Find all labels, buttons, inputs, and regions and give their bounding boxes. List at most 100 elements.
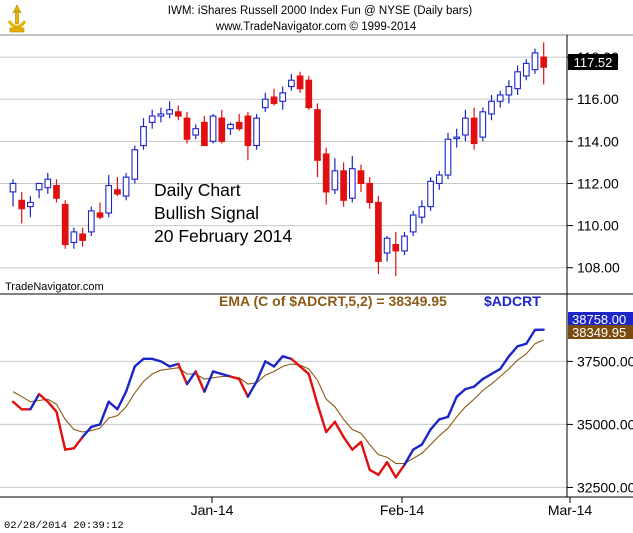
adcrt-segment-above [507,345,519,358]
candle-body-up [227,123,234,130]
time-tick-label: Mar-14 [548,502,593,518]
candle-body-up [453,136,461,140]
candle-body-down [235,121,243,130]
candle [479,107,487,142]
adcrt-segment-above [98,400,110,426]
candle-body-down [183,117,191,140]
chart-title: IWM: iShares Russell 2000 Index Fun @ NY… [168,5,473,17]
candle-body-down [270,96,278,104]
adcrt-segment-above [516,342,528,348]
candle-body-up [140,126,147,147]
copyright-text: www.TradeNavigator.com © 1999-2014 [215,21,417,33]
candle [87,206,95,237]
candle [435,170,443,190]
adcrt-segment-above [429,418,441,431]
indicator-gridlines [0,360,567,488]
adcrt-segment-below [385,461,397,479]
candle [192,124,200,140]
candle [244,111,252,161]
candle [296,71,304,93]
price-tick-label: 114.00 [577,133,619,149]
candle [401,231,408,256]
candle-body-up [531,52,539,71]
adcrt-segment-above [420,428,432,446]
candle [253,113,260,150]
candle [462,109,469,142]
adcrt-segment-below [229,375,241,381]
watermark-text: TradeNavigator.com [5,281,104,293]
adcrt-segment-above [211,370,224,376]
candle [44,172,52,194]
adcrt-segment-above [446,395,458,419]
indicator-tick-label: 37500.00 [577,353,633,369]
adcrt-segment-above [150,357,163,363]
time-tick-label: Feb-14 [380,502,425,518]
candle [331,158,339,194]
adcrt-segment-above [116,390,128,411]
adcrt-segment-above [525,328,537,345]
candle [375,196,382,275]
candle-body-up [409,214,417,233]
candle-body-up [383,237,391,254]
candle [305,76,313,110]
candle-body-down [314,109,321,161]
adcrt-segment-below [46,400,58,414]
candle [314,103,321,178]
candle-body-up [253,117,260,147]
candle [166,101,173,119]
candle-body-up [479,111,487,138]
candle [444,132,452,180]
adcrt-segment-above [133,357,145,368]
candle [409,210,417,237]
tradenavigator-logo[interactable] [4,3,30,33]
candle-body-down [357,170,365,185]
candle [131,145,139,184]
indicator-value-label-1: 38758.00 [572,312,626,327]
adcrt-segment-above [455,387,467,398]
candle-body-down [470,117,478,144]
candle-body-down [340,170,347,201]
candle [453,128,461,148]
candle-body-up [418,206,426,218]
candle [279,86,287,110]
candle [148,109,156,129]
candle-body-down [322,153,330,193]
indicator-panel: 32500.00 35000.00 37500.00 EMA (C of $ADCR… [0,293,633,495]
candle-body-up [87,210,95,233]
candle-body-down [18,199,26,210]
adcrt-segment-above [481,372,493,381]
adcrt-segment-above [124,365,137,393]
candle [114,177,121,197]
candle-body-down [174,111,182,117]
candle-body-up [122,176,130,197]
price-tick-label: 116.00 [577,91,619,107]
candle [227,122,234,136]
candle [96,202,104,220]
candle-body-up [105,185,113,214]
candle-body-up [209,115,217,142]
candle-body-up [44,178,52,189]
adcrt-segment-above [203,370,215,393]
candle-body-up [279,92,287,102]
candle [140,118,147,150]
candle-body-down [375,201,382,262]
candle-body-up [462,117,469,136]
candle-body-up [261,98,269,109]
candle [348,156,356,203]
candle [27,196,34,218]
candle [392,231,400,277]
last-price-badge: 117.52 [568,54,618,70]
time-tick-label: Jan-14 [191,502,234,518]
candle-body-up [505,86,513,96]
candle-body-up [27,201,34,208]
candle [9,179,17,207]
candle-body-up [488,100,495,115]
adcrt-segment-below [63,447,76,451]
candle [514,65,521,95]
indicator-axis-ticks: 32500.00 35000.00 37500.00 [567,353,633,495]
adcrt-segment-below [194,370,206,393]
candle [218,109,226,144]
candle-body-down [366,182,374,203]
